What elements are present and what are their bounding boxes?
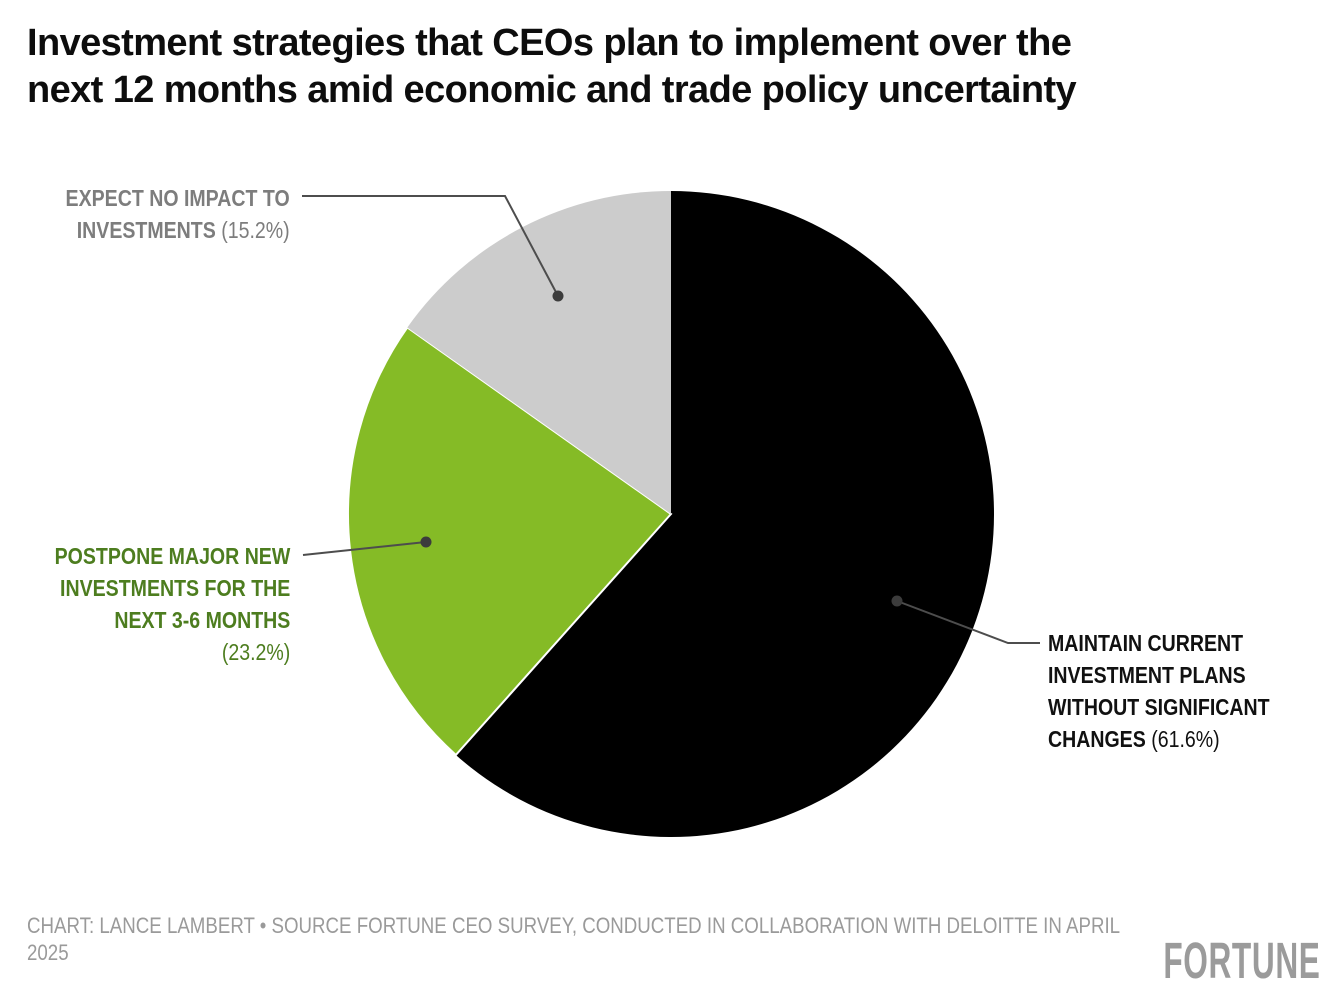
leader-dot-no-impact — [552, 290, 564, 302]
leader-line-no-impact — [302, 195, 559, 297]
chart-title-line1: Investment strategies that CEOs plan to … — [27, 22, 1072, 64]
callout-line: NEXT 3-6 MONTHS — [114, 607, 290, 633]
pie-slice-maintain-current — [455, 191, 994, 837]
leader-line-postpone — [302, 541, 427, 556]
leader-line-maintain-current — [896, 600, 1040, 644]
chart-title: Investment strategies that CEOs plan to … — [27, 20, 1077, 114]
callout-line: CHANGES (61.6%) — [1048, 723, 1270, 755]
fortune-logo: FORTUNE — [1162, 932, 1320, 989]
source-credit-line2: 2025 — [27, 940, 69, 965]
callout-line: INVESTMENTS (15.2%) — [66, 214, 290, 246]
callout-line: INVESTMENTS FOR THE — [59, 575, 290, 601]
source-credit: CHART: LANCE LAMBERT • SOURCE FORTUNE CE… — [27, 912, 1120, 966]
callout-label-bold: CHANGES — [1048, 726, 1146, 752]
callout-percent: (15.2%) — [221, 217, 290, 243]
source-credit-line1: CHART: LANCE LAMBERT • SOURCE FORTUNE CE… — [27, 913, 1121, 938]
pie-slice-no-impact — [407, 191, 671, 514]
callout-expect-no-impact: EXPECT NO IMPACT TO INVESTMENTS (15.2%) — [66, 182, 290, 246]
callout-label-bold: INVESTMENTS — [77, 217, 217, 243]
callout-line: (23.2%) — [54, 636, 290, 668]
callout-line: POSTPONE MAJOR NEW — [54, 543, 290, 569]
callout-postpone-investments: POSTPONE MAJOR NEW INVESTMENTS FOR THE N… — [54, 540, 290, 668]
callout-percent: (23.2%) — [221, 639, 290, 665]
callout-line: WITHOUT SIGNIFICANT — [1048, 694, 1270, 720]
callout-line: MAINTAIN CURRENT — [1048, 630, 1244, 656]
leader-dot-postpone — [420, 536, 432, 548]
leader-dot-maintain-current — [891, 595, 903, 607]
callout-maintain-current: MAINTAIN CURRENT INVESTMENT PLANS WITHOU… — [1048, 627, 1270, 755]
callout-percent: (61.6%) — [1151, 726, 1220, 752]
callout-line: EXPECT NO IMPACT TO — [65, 185, 290, 211]
chart-title-line2: next 12 months amid economic and trade p… — [27, 69, 1077, 111]
callout-line: INVESTMENT PLANS — [1048, 662, 1246, 688]
